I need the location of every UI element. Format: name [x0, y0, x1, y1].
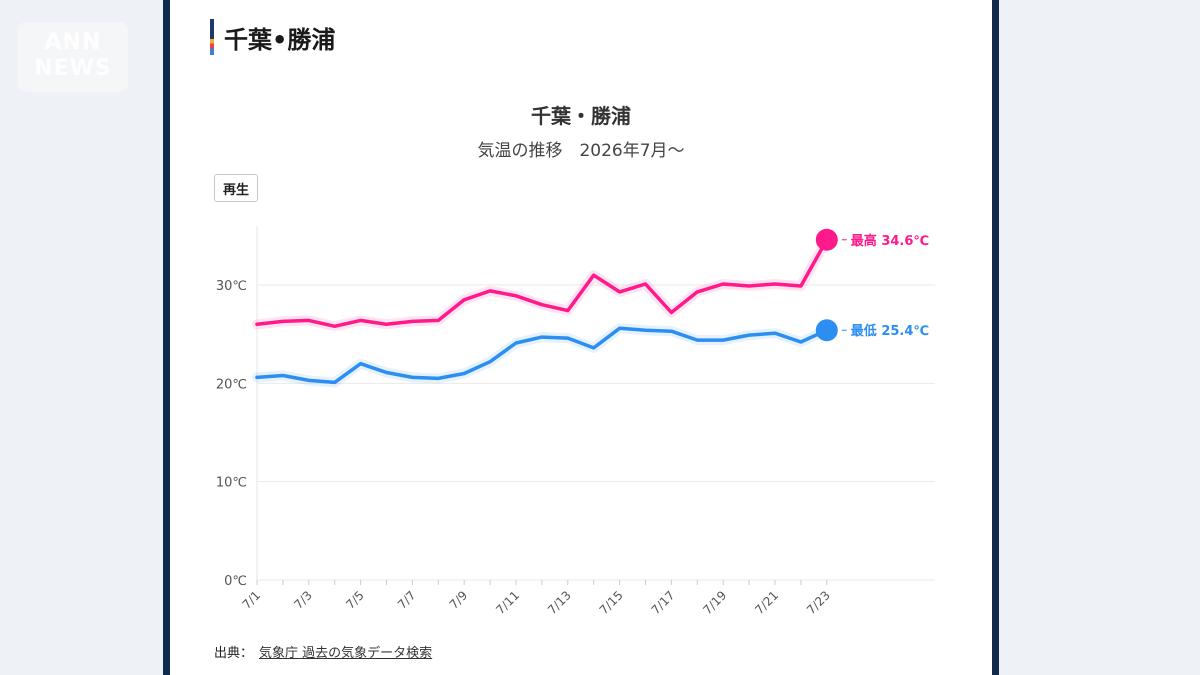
source-label: 出典： [214, 646, 254, 661]
series-high-halo [252, 234, 832, 332]
data-point-high [463, 298, 466, 301]
data-point-high [748, 284, 751, 287]
temperature-chart: 0℃ 10℃ 20℃ 30℃ 7/1 7/3 7/5 7/7 7/9 7/11 7/13 7/15 7/… [216, 226, 935, 617]
section-title: 千葉•勝浦 [224, 25, 336, 54]
x-tick-label: 7/21 [752, 588, 781, 617]
data-point-high [722, 282, 725, 285]
data-point-high [618, 290, 621, 293]
x-tick-label: 7/1 [240, 588, 264, 612]
x-tick-label: 7/13 [545, 588, 574, 617]
data-point-high [411, 320, 414, 323]
source-link[interactable]: 気象庁 過去の気象データ検索 [259, 646, 433, 661]
data-point-low [359, 362, 362, 365]
data-point-low [255, 376, 258, 379]
watermark-logo: ANN NEWS [18, 22, 128, 92]
data-point-high [255, 323, 258, 326]
data-point-low [670, 330, 673, 333]
data-point-low [385, 371, 388, 374]
x-tick-label: 7/17 [649, 588, 678, 617]
x-tick-label: 7/9 [447, 588, 471, 612]
data-point-high [437, 319, 440, 322]
play-button[interactable]: 再生 [214, 174, 258, 202]
data-point-low [799, 340, 802, 343]
data-point-high [670, 311, 673, 314]
data-point-low [489, 360, 492, 363]
data-point-low [281, 374, 284, 377]
data-point-low [333, 381, 336, 384]
data-point-low [514, 341, 517, 344]
data-point-high [644, 282, 647, 285]
data-point-low [566, 337, 569, 340]
article-panel: 千葉•勝浦 千葉・勝浦 気温の推移 2026年7月～ 再生 0℃ 10℃ 20℃ 30… [163, 0, 999, 675]
data-point-low [722, 338, 725, 341]
section-accent-bar [210, 19, 214, 55]
series-low-end-marker [815, 319, 838, 342]
chart-subtitle: 気温の推移 2026年7月～ [477, 141, 685, 161]
data-point-high [489, 289, 492, 292]
data-point-high [566, 309, 569, 312]
series-low-end-label: 最低 25.4℃ [851, 323, 929, 339]
data-point-high [696, 290, 699, 293]
series-high-end-label: 最高 34.6℃ [851, 233, 929, 249]
series-low-line [255, 326, 829, 385]
x-tick-label: 7/19 [700, 588, 729, 617]
data-point-high [773, 282, 776, 285]
data-point-low [307, 379, 310, 382]
data-point-high [799, 284, 802, 287]
x-tick-label: 7/5 [343, 588, 367, 612]
data-point-high [385, 323, 388, 326]
data-point-high [514, 294, 517, 297]
x-tick-label: 7/15 [597, 588, 626, 617]
data-point-high [592, 274, 595, 277]
data-point-low [592, 346, 595, 349]
y-tick-label: 20℃ [216, 377, 247, 392]
source-note: 出典： 気象庁 過去の気象データ検索 [214, 642, 432, 661]
x-tick-label: 7/11 [493, 588, 522, 617]
x-tick-label: 7/3 [291, 588, 315, 612]
data-point-low [644, 329, 647, 332]
series-high-end-marker [815, 228, 838, 251]
data-point-high [540, 303, 543, 306]
y-tick-label: 0℃ [224, 574, 247, 589]
data-point-high [333, 325, 336, 328]
chart-title: 千葉・勝浦 [531, 104, 631, 128]
data-point-low [540, 336, 543, 339]
data-point-high [281, 320, 284, 323]
data-point-low [437, 377, 440, 380]
data-point-low [773, 332, 776, 335]
y-tick-label: 30℃ [216, 279, 247, 294]
x-tick-label: 7/23 [804, 588, 833, 617]
y-tick-label: 10℃ [216, 476, 247, 491]
data-point-low [411, 376, 414, 379]
data-point-low [696, 338, 699, 341]
x-tick-label: 7/7 [395, 588, 419, 612]
series-high-line [255, 238, 829, 329]
data-point-low [748, 334, 751, 337]
section-header: 千葉•勝浦 [210, 18, 335, 56]
data-point-low [463, 372, 466, 375]
data-point-high [359, 319, 362, 322]
data-point-low [618, 327, 621, 330]
data-point-high [307, 319, 310, 322]
